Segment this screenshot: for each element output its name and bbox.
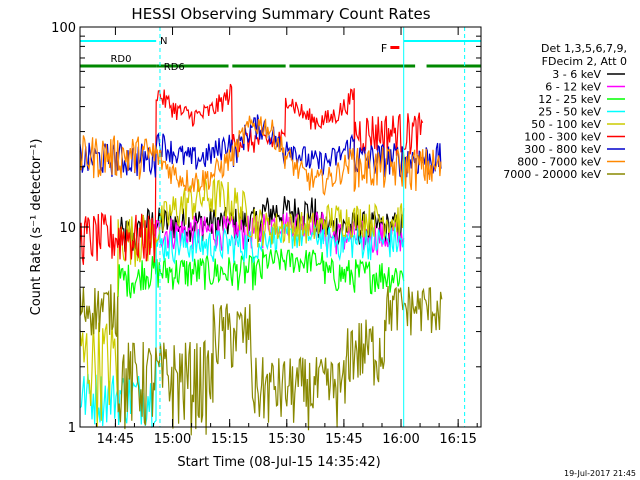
y-tick-label: 1 bbox=[68, 421, 76, 436]
x-tick-label: 16:00 bbox=[382, 432, 419, 447]
y-axis-label: Count Rate (s⁻¹ detector⁻¹) bbox=[29, 139, 44, 316]
flag-label-f: F bbox=[381, 42, 387, 55]
legend-entry-label: 300 - 800 keV bbox=[524, 143, 601, 156]
flag-label-rd0: RD0 bbox=[110, 54, 131, 65]
legend-entry-label: 3 - 6 keV bbox=[552, 68, 601, 81]
legend-entry-label: 800 - 7000 keV bbox=[517, 156, 601, 169]
axis-layer: 14:45 15:00 15:15 15:30 15:45 16:00 16:15 1 10 10… bbox=[51, 21, 481, 447]
legend-entry-label: 6 - 12 keV bbox=[545, 81, 601, 94]
series-line-8 bbox=[79, 115, 442, 196]
flag-label-n: N bbox=[160, 36, 167, 47]
legend: Det 1,3,5,6,7,9,FDecim 2, Att 03 - 6 keV… bbox=[503, 42, 627, 181]
legend-entry-label: 50 - 100 keV bbox=[531, 118, 601, 131]
x-tick-label: 15:30 bbox=[268, 432, 305, 447]
footer-date: 19-Jul-2017 21:45 bbox=[564, 469, 636, 478]
y-tick-label: 100 bbox=[51, 21, 76, 36]
x-tick-label: 15:15 bbox=[211, 432, 248, 447]
x-tick-label: 15:00 bbox=[154, 432, 191, 447]
series-line-9 bbox=[79, 284, 443, 436]
legend-header-line: Det 1,3,5,6,7,9, bbox=[541, 42, 627, 55]
legend-entry-label: 25 - 50 keV bbox=[538, 106, 601, 119]
legend-entry-label: 12 - 25 keV bbox=[538, 93, 601, 106]
chart-title: HESSI Observing Summary Count Rates bbox=[131, 5, 430, 23]
x-axis-label: Start Time (08-Jul-15 14:35:42) bbox=[177, 455, 380, 470]
y-tick-label: 10 bbox=[59, 221, 76, 236]
x-tick-label: 16:15 bbox=[439, 432, 476, 447]
series-layer bbox=[79, 83, 443, 436]
legend-header-line: FDecim 2, Att 0 bbox=[542, 55, 627, 68]
flag-mark-f bbox=[390, 46, 400, 49]
legend-entry-label: 100 - 300 keV bbox=[524, 131, 601, 144]
series-line-3 bbox=[117, 248, 405, 299]
x-tick-label: 15:45 bbox=[325, 432, 362, 447]
x-tick-label: 14:45 bbox=[97, 432, 134, 447]
flag-label-rd6: RD6 bbox=[164, 62, 185, 73]
legend-entry-label: 7000 - 20000 keV bbox=[503, 168, 601, 181]
